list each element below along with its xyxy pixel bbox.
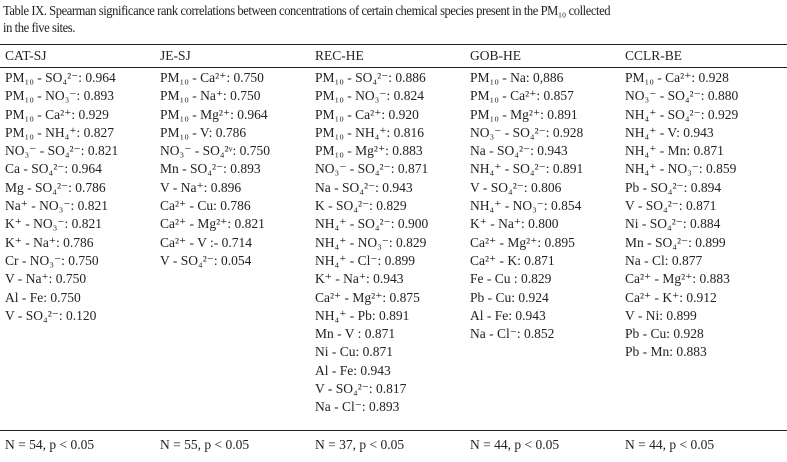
correlation-entry: NO₃⁻ - SO₄²ᵛ: 0.750 xyxy=(160,143,271,159)
correlation-entry: Pb - Mn: 0.883 xyxy=(625,344,707,360)
correlation-entry: Na - Cl: 0.877 xyxy=(625,252,703,268)
correlation-entry: Al - Fe: 0.750 xyxy=(5,289,81,305)
correlation-entry: PM₁₀ - NO₃⁻: 0.893 xyxy=(5,88,115,104)
correlation-entry: Ni - Cu: 0.871 xyxy=(315,344,394,360)
correlation-entry: Na - Cl⁻: 0.852 xyxy=(470,326,555,342)
correlation-entry: Ni - SO₄²⁻: 0.884 xyxy=(625,216,721,232)
correlation-entry: Mn - SO₄²⁻: 0.893 xyxy=(160,161,261,177)
correlation-entry: NO₃⁻ - SO₄²⁻: 0.928 xyxy=(470,124,584,140)
column-header: JE-SJ xyxy=(160,48,191,63)
correlation-entry: NH₄⁺ - SO₄²⁻: 0.900 xyxy=(315,216,429,232)
correlation-entry: NH₄⁺ - SO₄²⁻: 0.891 xyxy=(470,161,584,177)
correlation-entry: Mn - SO₄²⁻: 0.899 xyxy=(625,234,726,250)
column-footer: N = 37, p < 0.05 xyxy=(315,437,405,452)
caption-line-2: in the five sites. xyxy=(3,20,75,35)
correlation-entry: K - SO₄²⁻: 0.829 xyxy=(315,198,407,214)
correlation-entry: PM₁₀ - NH₄⁺: 0.816 xyxy=(315,124,425,140)
correlation-entry: Ca²⁺ - K: 0.871 xyxy=(470,252,555,268)
correlation-entry: Cr - NO₃⁻: 0.750 xyxy=(5,252,99,268)
correlation-entry: V - Na⁺: 0.896 xyxy=(160,179,242,195)
correlation-entry: Ca²⁺ - Cu: 0.786 xyxy=(160,198,251,214)
correlation-entry: K⁺ - NO₃⁻: 0.821 xyxy=(5,216,102,232)
correlation-entry: Na - SO₄²⁻: 0.943 xyxy=(470,143,568,159)
column-body: PM₁₀ - Ca²⁺: 0.750 PM₁₀ - Na⁺: 0.750 PM₁₀ … xyxy=(160,69,270,270)
correlation-entry: PM₁₀ - Ca²⁺: 0.929 xyxy=(5,106,109,122)
correlation-entry: Fe - Cu : 0.829 xyxy=(470,271,552,287)
correlation-entry: NH₄⁺ - Cl⁻: 0.899 xyxy=(315,252,415,268)
column-header: CCLR-BE xyxy=(625,48,683,63)
correlation-entry: PM₁₀ - NH₄⁺: 0.827 xyxy=(5,124,115,140)
correlation-entry: NH₄⁺ - NO₃⁻: 0.859 xyxy=(625,161,737,177)
correlation-entry: Na⁺ - NO₃⁻: 0.821 xyxy=(5,198,108,214)
correlation-entry: PM₁₀ - Na⁺: 0.750 xyxy=(160,88,261,104)
correlation-entry: Ca - SO₄²⁻: 0.964 xyxy=(5,161,102,177)
correlation-entry: PM₁₀ - Mg²⁺: 0.891 xyxy=(470,106,578,122)
correlation-entry: K⁺ - Na⁺: 0.786 xyxy=(5,234,94,250)
correlation-entry: PM₁₀ - Ca²⁺: 0.750 xyxy=(160,70,264,85)
correlation-entry: NH₄⁺ - V: 0.943 xyxy=(625,124,714,140)
correlation-entry: NO₃⁻ - SO₄²⁻: 0.821 xyxy=(5,143,119,159)
correlation-entry: PM₁₀ - Na: 0,886 xyxy=(470,70,564,85)
correlation-entry: PM₁₀ - SO₄²⁻: 0.964 xyxy=(5,70,116,85)
correlation-entry: Pb - SO₄²⁻: 0.894 xyxy=(625,179,722,195)
column-header: CAT-SJ xyxy=(5,48,47,63)
correlation-entry: Pb - Cu: 0.924 xyxy=(470,289,549,305)
correlation-entry: V - Ni: 0.899 xyxy=(625,307,697,323)
caption-line-1: Table IX. Spearman significance rank cor… xyxy=(3,3,611,18)
correlation-entry: Ca²⁺ - Mg²⁺: 0.895 xyxy=(470,234,575,250)
correlation-entry: PM₁₀ - V: 0.786 xyxy=(160,124,247,140)
correlation-entry: Ca²⁺ - Mg²⁺: 0.875 xyxy=(315,289,420,305)
correlation-entry: PM₁₀ - Mg²⁺: 0.964 xyxy=(160,106,268,122)
correlation-entry: NH₄⁺ - Pb: 0.891 xyxy=(315,307,410,323)
correlation-entry: V - SO₄²⁻: 0.054 xyxy=(160,252,252,268)
correlation-entry: V - SO₄²⁻: 0.871 xyxy=(625,198,717,214)
correlation-entry: Ca²⁺ - Mg²⁺: 0.883 xyxy=(625,271,730,287)
correlation-entry: NH₄⁺ - Mn: 0.871 xyxy=(625,143,724,159)
top-rule xyxy=(0,44,787,45)
correlation-entry: Ca²⁺ - Mg²⁺: 0.821 xyxy=(160,216,265,232)
correlation-entry: Na - Cl⁻: 0.893 xyxy=(315,399,400,415)
correlation-entry: NH₄⁺ - NO₃⁻: 0.829 xyxy=(315,234,427,250)
correlation-entry: Ca²⁺ - V :- 0.714 xyxy=(160,234,253,250)
correlation-entry: V - SO₄²⁻: 0.817 xyxy=(315,381,407,397)
correlation-entry: V - Na⁺: 0.750 xyxy=(5,271,87,287)
correlation-entry: V - SO₄²⁻: 0.120 xyxy=(5,307,97,323)
correlation-entry: NH₄⁺ - SO₄²⁻: 0.929 xyxy=(625,106,739,122)
correlation-entry: Pb - Cu: 0.928 xyxy=(625,326,704,342)
correlation-entry: PM₁₀ - Ca²⁺: 0.920 xyxy=(315,106,419,122)
correlation-entry: PM₁₀ - SO₄²⁻: 0.886 xyxy=(315,70,426,85)
header-rule xyxy=(0,67,787,68)
column-header: REC-HE xyxy=(315,48,364,63)
correlation-entry: PM₁₀ - Mg²⁺: 0.883 xyxy=(315,143,423,159)
column-footer: N = 54, p < 0.05 xyxy=(5,437,95,452)
column-body: PM₁₀ - SO₄²⁻: 0.964 PM₁₀ - NO₃⁻: 0.893 PM₁… xyxy=(5,69,118,325)
correlation-entry: PM₁₀ - Ca²⁺: 0.928 xyxy=(625,70,729,85)
correlation-entry: Mg - SO₄²⁻: 0.786 xyxy=(5,179,106,195)
correlation-entry: V - SO₄²⁻: 0.806 xyxy=(470,179,562,195)
correlation-entry: PM₁₀ - Ca²⁺: 0.857 xyxy=(470,88,574,104)
correlation-entry: Mn - V : 0.871 xyxy=(315,326,396,342)
column-footer: N = 44, p < 0.05 xyxy=(470,437,560,452)
column-body: PM₁₀ - Na: 0,886 PM₁₀ - Ca²⁺: 0.857 PM₁₀ -… xyxy=(470,69,583,343)
correlation-entry: Ca²⁺ - K⁺: 0.912 xyxy=(625,289,717,305)
column-body: PM₁₀ - SO₄²⁻: 0.886 PM₁₀ - NO₃⁻: 0.824 PM₁… xyxy=(315,69,428,417)
column-header: GOB-HE xyxy=(470,48,521,63)
correlation-entry: Na - SO₄²⁻: 0.943 xyxy=(315,179,413,195)
correlation-entry: Al - Fe: 0.943 xyxy=(470,307,546,323)
table-caption: Table IX. Spearman significance rank cor… xyxy=(3,2,732,36)
correlation-entry: PM₁₀ - NO₃⁻: 0.824 xyxy=(315,88,425,104)
correlation-entry: Al - Fe: 0.943 xyxy=(315,362,391,378)
column-footer: N = 55, p < 0.05 xyxy=(160,437,250,452)
footer-rule xyxy=(0,430,787,431)
column-footer: N = 44, p < 0.05 xyxy=(625,437,715,452)
correlation-entry: NO₃⁻ - SO₄²⁻: 0.880 xyxy=(625,88,739,104)
correlation-entry: NH₄⁺ - NO₃⁻: 0.854 xyxy=(470,198,582,214)
column-body: PM₁₀ - Ca²⁺: 0.928 NO₃⁻ - SO₄²⁻: 0.880 NH₄… xyxy=(625,69,738,362)
correlation-entry: K⁺ - Na⁺: 0.943 xyxy=(315,271,404,287)
correlation-entry: K⁺ - Na⁺: 0.800 xyxy=(470,216,559,232)
correlation-entry: NO₃⁻ - SO₄²⁻: 0.871 xyxy=(315,161,429,177)
